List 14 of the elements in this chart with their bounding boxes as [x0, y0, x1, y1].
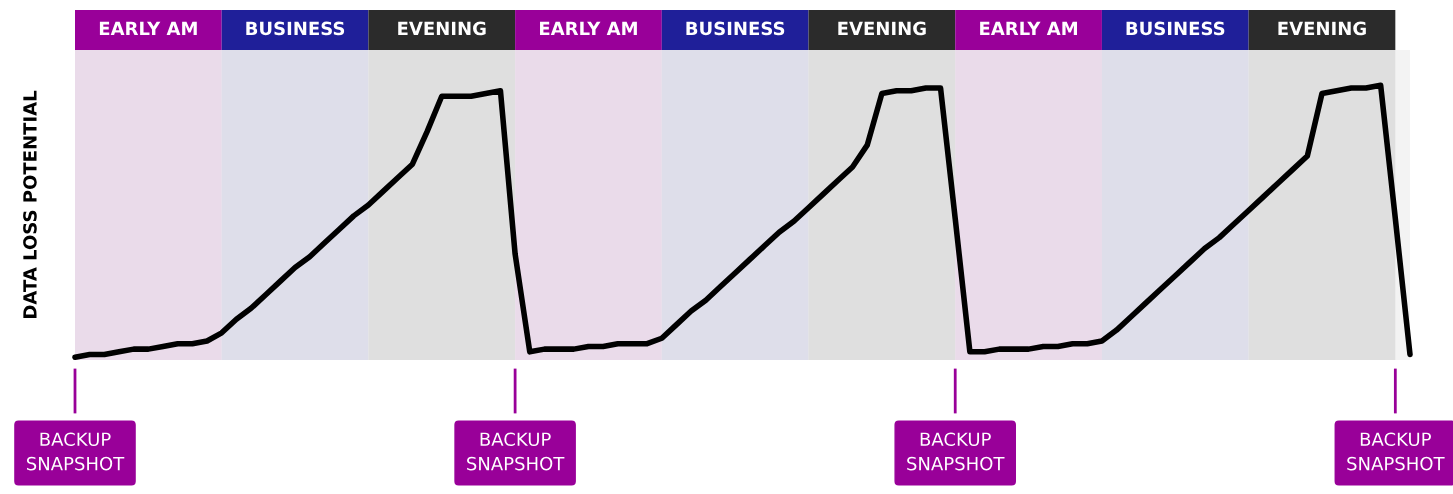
text: BACKUP SNAPSHOT	[1347, 432, 1445, 471]
y-axis-title: DATA LOSS POTENTIAL	[23, 90, 37, 318]
text: BUSINESS	[686, 21, 785, 36]
text: BACKUP SNAPSHOT	[26, 432, 125, 471]
text: BACKUP SNAPSHOT	[467, 432, 565, 471]
text: EVENING	[838, 21, 926, 36]
text: BUSINESS	[1126, 21, 1225, 36]
text: BUSINESS	[246, 21, 345, 36]
text: EARLY AM	[540, 21, 637, 35]
text: EVENING	[1278, 21, 1366, 36]
text: EARLY AM	[980, 21, 1077, 35]
text: EVENING	[398, 21, 486, 36]
text: BACKUP SNAPSHOT	[907, 432, 1005, 471]
text: EARLY AM	[99, 21, 197, 35]
